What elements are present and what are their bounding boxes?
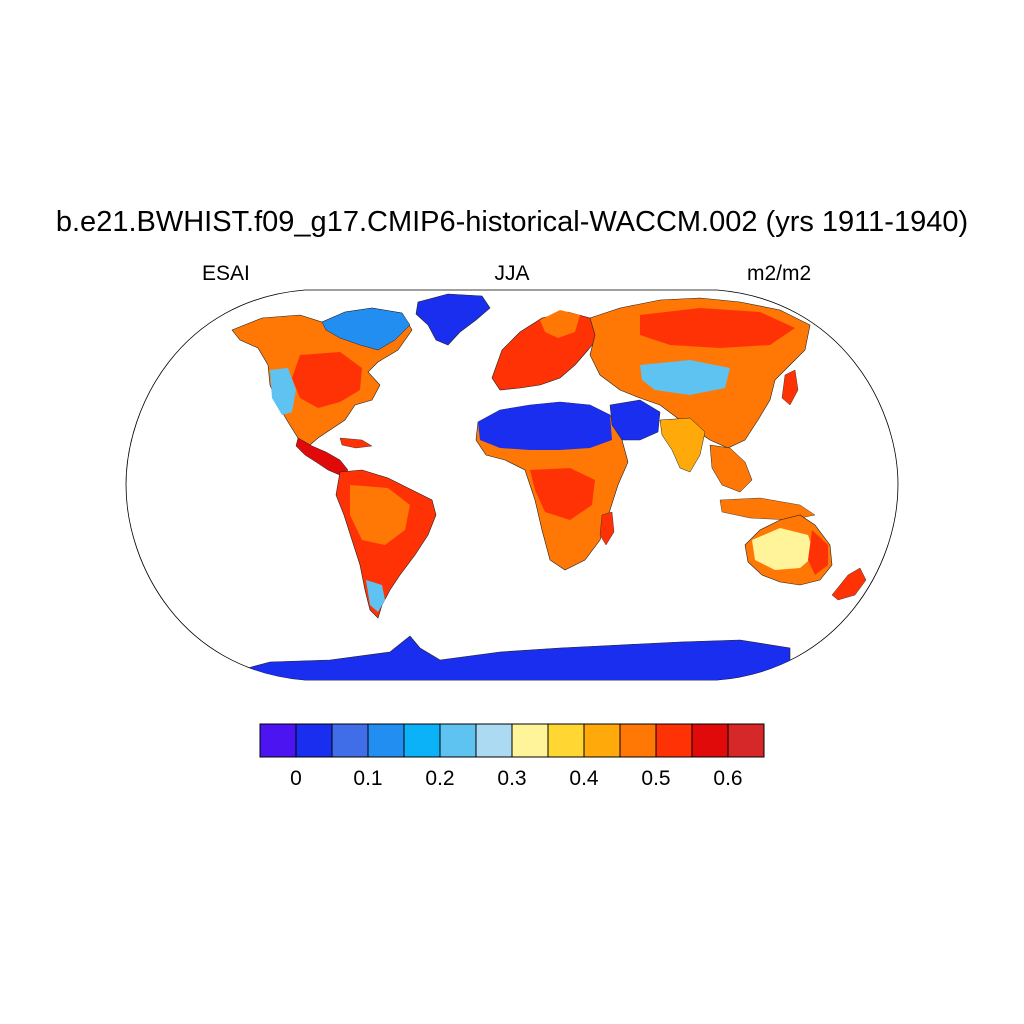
plot-title: b.e21.BWHIST.f09_g17.CMIP6-historical-WA…	[55, 206, 969, 238]
colorbar-box	[511, 723, 549, 758]
region-australia-east	[808, 530, 828, 575]
region-north-america-west	[270, 368, 296, 415]
region-new-zealand	[831, 567, 867, 601]
region-greenland	[415, 293, 491, 346]
units-label: m2/m2	[747, 262, 812, 285]
region-india	[659, 417, 706, 473]
colorbar-box	[295, 723, 333, 758]
region-patagonia	[366, 580, 385, 612]
region-central-asia	[640, 360, 730, 395]
region-canada-north	[321, 307, 411, 351]
colorbar-box	[583, 723, 621, 758]
colorbar-boxes	[259, 723, 765, 758]
colorbar-tick-label: 0.1	[353, 767, 382, 790]
region-amazon	[350, 485, 410, 545]
colorbar-box	[619, 723, 657, 758]
colorbar-tick-label: 0.5	[641, 767, 670, 790]
region-caribbean	[339, 437, 373, 449]
region-japan	[781, 369, 799, 406]
region-scandinavia	[540, 310, 580, 338]
colorbar-box	[475, 723, 513, 758]
colorbar-tick-label: 0.2	[425, 767, 454, 790]
region-siberia	[640, 308, 795, 348]
variable-label: ESAI	[202, 262, 250, 285]
colorbar-box	[727, 723, 765, 758]
region-arabia	[609, 399, 661, 441]
region-australian-interior	[752, 528, 815, 570]
season-label: JJA	[494, 262, 530, 285]
colorbar-box	[691, 723, 729, 758]
region-sahara	[478, 402, 612, 450]
colorbar-tick-label: 0.4	[569, 767, 599, 790]
colorbar-tick-label: 0.6	[713, 767, 742, 790]
region-central-africa	[530, 468, 595, 520]
colorbar-box	[547, 723, 585, 758]
colorbar-box	[331, 723, 369, 758]
region-madagascar	[599, 511, 615, 546]
colorbar-box	[439, 723, 477, 758]
colorbar-tick-label: 0	[290, 767, 302, 790]
colorbar-tick-label: 0.3	[497, 767, 526, 790]
colorbar-box	[655, 723, 693, 758]
colorbar-tick-labels: 0 0.1 0.2 0.3 0.4 0.5 0.6	[290, 767, 742, 790]
region-southeast-asia	[709, 444, 753, 493]
colorbar-box	[403, 723, 441, 758]
colorbar-box	[259, 723, 297, 758]
region-north-america-east	[292, 352, 362, 408]
colorbar-box	[367, 723, 405, 758]
